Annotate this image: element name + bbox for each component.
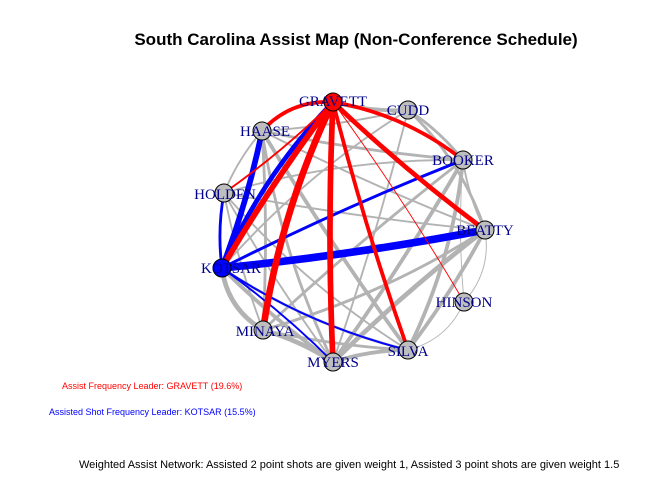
edge-beatty-silva xyxy=(406,228,487,352)
node-label-booker: BOOKER xyxy=(432,153,494,169)
assist-leader-legend: Assist Frequency Leader: GRAVETT (19.6%) xyxy=(62,381,243,391)
edge-booker-myers xyxy=(331,158,465,364)
node-circle-booker xyxy=(453,150,473,170)
edge-haase-cudd xyxy=(261,109,409,132)
edge-holden-myers xyxy=(223,192,334,363)
node-label-kotsar: KOTSAR xyxy=(201,261,261,277)
weighting-footnote: Weighted Assist Network: Assisted 2 poin… xyxy=(79,459,620,471)
node-circle-beatty xyxy=(475,220,495,240)
edge-kotsar-myers xyxy=(221,267,334,363)
edge-kotsar-booker xyxy=(220,158,465,270)
node-label-minaya: MINAYA xyxy=(236,324,295,340)
node-label-holden: HOLDEN xyxy=(194,187,256,203)
edge-myers-kotsar xyxy=(220,266,335,364)
node-label-silva: SILVA xyxy=(388,344,429,360)
node-circle-hinson xyxy=(454,292,474,312)
node-myers: MYERS xyxy=(307,352,359,372)
edge-gravett-holden xyxy=(223,101,334,194)
edge-gravett-silva xyxy=(331,100,410,352)
node-circle-haase xyxy=(252,121,272,141)
chart-title: South Carolina Assist Map (Non-Conferenc… xyxy=(134,30,578,49)
node-circle-kotsar xyxy=(212,258,232,278)
node-beatty: BEATTY xyxy=(456,220,514,240)
edge-haase-beatty xyxy=(261,130,486,231)
node-circle-cudd xyxy=(398,100,418,120)
edge-gravett-beatty xyxy=(330,99,488,233)
node-minaya: MINAYA xyxy=(236,320,295,340)
node-silva: SILVA xyxy=(388,340,429,360)
edge-gravett-kotsar xyxy=(219,99,336,271)
node-circle-myers xyxy=(323,352,343,372)
node-label-haase: HAASE xyxy=(240,124,290,140)
node-haase: HAASE xyxy=(240,121,290,141)
node-circle-holden xyxy=(214,183,234,203)
edge-haase-booker xyxy=(260,129,465,162)
node-booker: BOOKER xyxy=(432,150,494,170)
node-gravett: GRAVETT xyxy=(299,92,367,112)
node-label-gravett: GRAVETT xyxy=(299,94,367,110)
edge-gravett-booker xyxy=(331,100,465,162)
node-circle-gravett xyxy=(323,92,343,112)
edge-cudd-kotsar xyxy=(221,109,409,269)
shot-leader-legend: Assisted Shot Frequency Leader: KOTSAR (… xyxy=(49,407,256,417)
node-circle-silva xyxy=(398,340,418,360)
node-label-beatty: BEATTY xyxy=(456,223,514,239)
edge-gravett-myers xyxy=(327,99,336,365)
node-cudd: CUDD xyxy=(387,100,430,120)
edge-gravett-hinson xyxy=(332,101,465,303)
edge-gravett-minaya xyxy=(259,98,337,334)
node-label-hinson: HINSON xyxy=(436,295,493,311)
edge-holden-silva xyxy=(223,192,409,351)
node-layer: GRAVETT CUDD BOOKER BEATTY HINSON SILVA MYERS M… xyxy=(194,92,514,372)
node-label-cudd: CUDD xyxy=(387,103,430,119)
edge-kotsar-silva xyxy=(221,267,409,351)
edge-holden-booker xyxy=(223,159,464,194)
node-label-myers: MYERS xyxy=(307,355,359,371)
edge-booker-silva xyxy=(406,158,465,352)
edge-beatty-minaya xyxy=(261,228,487,332)
node-hinson: HINSON xyxy=(436,292,493,312)
node-holden: HOLDEN xyxy=(194,183,256,203)
edge-cudd-beatty xyxy=(406,108,487,232)
edge-kotsar-beatty xyxy=(218,226,489,272)
node-circle-minaya xyxy=(253,320,273,340)
node-kotsar: KOTSAR xyxy=(201,258,261,278)
